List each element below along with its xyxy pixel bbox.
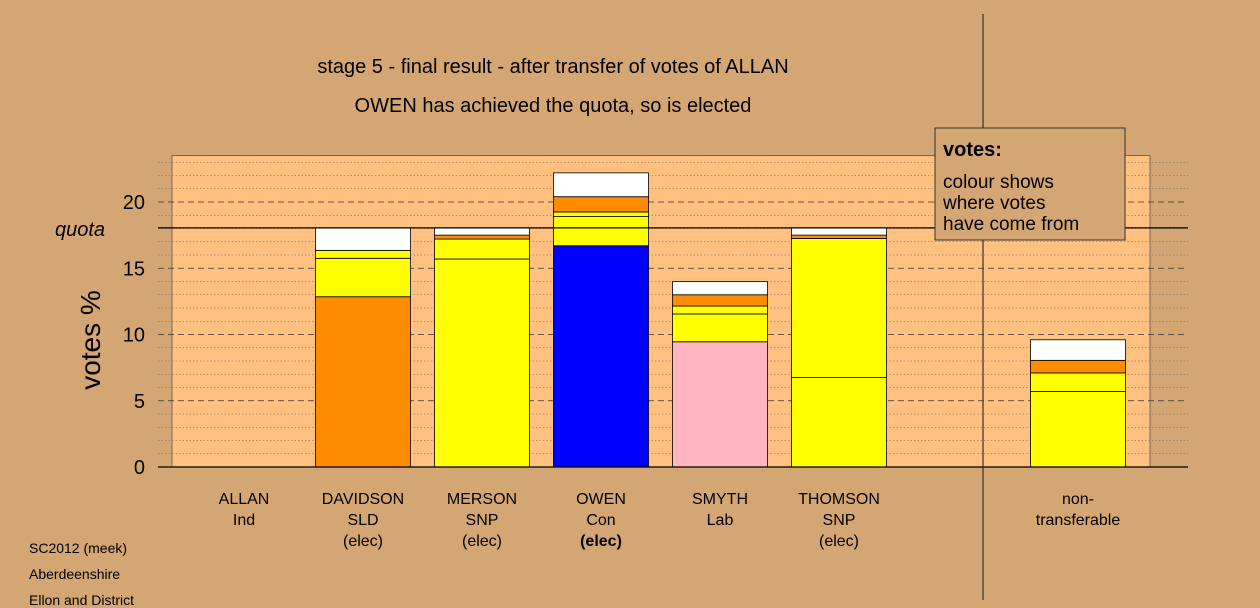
chart-subtitle: OWEN has achieved the quota, so is elect… bbox=[355, 95, 752, 117]
bar-owen-segment bbox=[553, 245, 649, 468]
bar-thomson-segment bbox=[791, 238, 887, 378]
x-tick-label-party: Ind bbox=[233, 512, 255, 529]
bar-davidson-segment bbox=[315, 227, 411, 251]
x-tick-label-party: SNP bbox=[466, 512, 499, 529]
bar-smyth-segment bbox=[672, 313, 768, 343]
bar-owen-segment bbox=[553, 211, 649, 217]
chart-title: stage 5 - final result - after transfer … bbox=[317, 56, 788, 78]
bar-owen-segment bbox=[553, 196, 649, 213]
x-tick-label-status: (elec) bbox=[580, 533, 622, 550]
bar-merson-segment bbox=[434, 258, 530, 468]
x-tick-label-status: (elec) bbox=[343, 533, 383, 550]
bar-nontransferable-segment bbox=[1030, 359, 1126, 374]
x-tick-label-name: ALLAN bbox=[219, 491, 270, 508]
bar-merson-segment bbox=[434, 227, 530, 236]
bar-thomson-segment bbox=[791, 227, 887, 236]
bar-nontransferable-segment bbox=[1030, 372, 1126, 392]
legend-title: votes: bbox=[943, 139, 1002, 161]
legend-text: colour shows bbox=[943, 172, 1054, 193]
bar-merson-segment bbox=[434, 234, 530, 240]
bar-smyth-segment bbox=[672, 341, 768, 468]
x-tick-label-name: THOMSON bbox=[798, 491, 880, 508]
legend-box bbox=[934, 127, 1126, 241]
footer-method: SC2012 (meek) bbox=[29, 540, 128, 556]
y-tick-label: 5 bbox=[134, 391, 145, 413]
bar-smyth-segment bbox=[672, 305, 768, 315]
x-tick-label-party: SLD bbox=[347, 512, 378, 529]
x-tick-label-party: Lab bbox=[707, 512, 734, 529]
bar-davidson-segment bbox=[315, 296, 411, 468]
footer-ward: Ellon and District bbox=[29, 592, 135, 608]
x-tick-label-name: MERSON bbox=[447, 491, 517, 508]
x-tick-label-name: DAVIDSON bbox=[322, 491, 404, 508]
bar-thomson-segment bbox=[791, 234, 887, 239]
quota-label: quota bbox=[55, 219, 105, 241]
bar-merson-segment bbox=[434, 238, 530, 260]
x-tick-label-status: (elec) bbox=[462, 533, 502, 550]
y-tick-label: 10 bbox=[123, 325, 145, 347]
y-axis-label: votes % bbox=[75, 290, 106, 390]
x-tick-label-nontransferable: non- bbox=[1062, 491, 1094, 508]
x-tick-label-name: OWEN bbox=[576, 491, 626, 508]
bar-thomson-segment bbox=[791, 377, 887, 468]
bar-davidson-segment bbox=[315, 257, 411, 298]
bar-owen-segment bbox=[553, 216, 649, 247]
x-tick-label-nontransferable: transferable bbox=[1036, 512, 1121, 529]
y-tick-label: 0 bbox=[134, 457, 145, 479]
bar-nontransferable-segment bbox=[1030, 339, 1126, 361]
legend-text: where votes bbox=[942, 193, 1045, 214]
x-tick-label-name: SMYTH bbox=[692, 491, 748, 508]
x-tick-label-status: (elec) bbox=[819, 533, 859, 550]
bar-nontransferable-segment bbox=[1030, 391, 1126, 468]
y-tick-label: 15 bbox=[123, 258, 145, 280]
footer-council: Aberdeenshire bbox=[29, 566, 121, 582]
bar-smyth-segment bbox=[672, 281, 768, 296]
y-tick-label: 20 bbox=[123, 192, 145, 214]
bar-davidson-segment bbox=[315, 249, 411, 259]
bar-owen-segment bbox=[553, 172, 649, 198]
x-tick-label-party: Con bbox=[586, 512, 615, 529]
x-tick-label-party: SNP bbox=[823, 512, 856, 529]
legend-text: have come from bbox=[943, 214, 1079, 235]
bar-smyth-segment bbox=[672, 294, 768, 307]
